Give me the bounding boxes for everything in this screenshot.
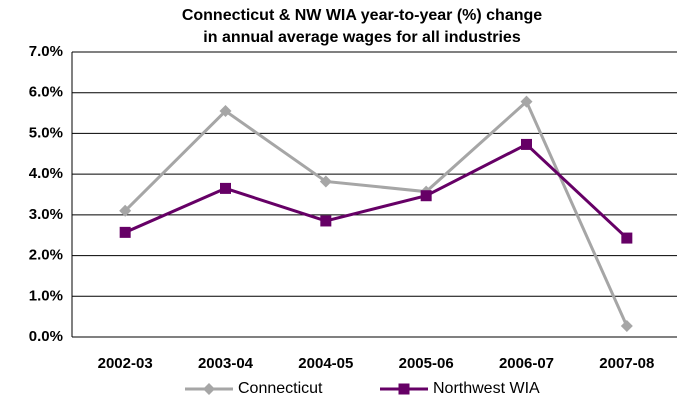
data-point — [119, 226, 131, 238]
data-point — [620, 320, 633, 333]
legend-marker — [203, 383, 215, 395]
y-tick-label: 3.0% — [29, 206, 63, 223]
y-tick-label: 6.0% — [29, 84, 63, 101]
x-tick-label: 2003-04 — [198, 355, 254, 372]
data-point — [521, 138, 532, 150]
y-tick-label: 7.0% — [29, 43, 63, 60]
chart-title: Connecticut & NW WIA year-to-year (%) ch… — [182, 7, 542, 24]
y-tick-label: 4.0% — [29, 165, 63, 182]
y-tick-label: 0.0% — [29, 328, 63, 345]
data-point — [219, 105, 232, 118]
series-line — [124, 99, 629, 327]
data-point — [319, 175, 332, 188]
y-tick-label: 5.0% — [29, 124, 63, 141]
legend-marker — [398, 383, 410, 395]
data-point — [621, 232, 633, 244]
chart-title: in annual average wages for all industri… — [203, 29, 521, 46]
data-point — [119, 204, 132, 217]
x-tick-label: 2002-03 — [98, 355, 153, 372]
x-tick-label: 2006-07 — [499, 355, 554, 372]
data-point — [420, 190, 432, 202]
series-line — [124, 142, 628, 240]
data-point — [220, 182, 231, 194]
x-tick-label: 2005-06 — [399, 355, 454, 372]
y-tick-label: 2.0% — [29, 247, 63, 264]
x-tick-label: 2007-08 — [599, 355, 654, 372]
x-tick-label: 2004-05 — [298, 355, 353, 372]
y-tick-label: 1.0% — [29, 287, 63, 304]
legend-label: Connecticut — [238, 380, 323, 397]
data-point — [320, 215, 332, 227]
data-point — [520, 95, 533, 108]
legend-label: Northwest WIA — [433, 380, 540, 397]
